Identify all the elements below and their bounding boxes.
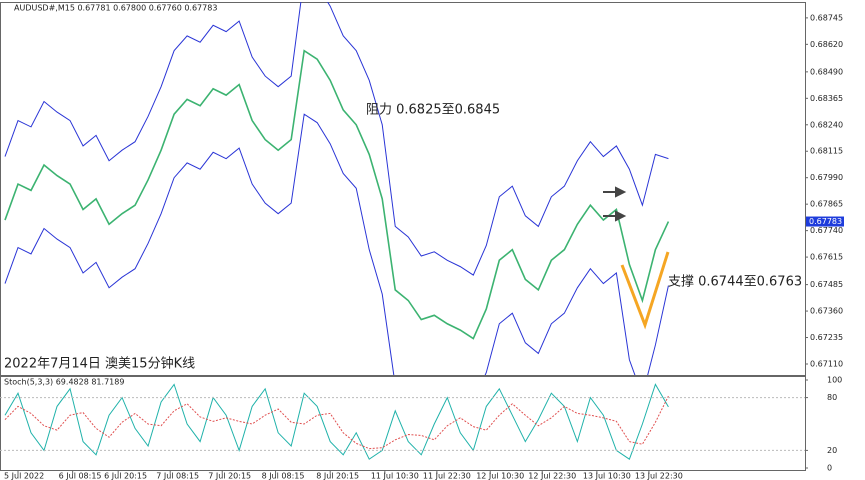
y-tick-label: 0.67235 [810,333,843,342]
annotation: 阻力 0.6825至0.6845 [366,103,500,118]
series-line [4,113,669,375]
orange-v [620,251,670,330]
last-price-tag [806,216,844,227]
x-tick-label: 7 Jul 08:15 [156,472,199,480]
annotation: 2022年7月14日 澳美15分钟K线 [4,356,195,372]
x-tick-label: 6 Jul 08:15 [59,472,102,480]
y-tick-label: 0.67485 [810,280,843,289]
x-tick-label: 13 Jul 22:30 [635,472,683,480]
x-tick-label: 7 Jul 20:15 [208,472,251,480]
y-tick-label: 0.67865 [810,200,843,209]
series-line [4,395,669,450]
chart-title: AUDUSD#,M15 0.67781 0.67800 0.67760 0.67… [14,4,217,13]
stoch-plot [4,383,669,460]
main-panel [0,2,806,376]
y-tick-label: 0.67615 [810,253,843,262]
main-plot [4,2,670,375]
y-tick-label: 0.68240 [810,120,843,129]
stoch-title: Stoch(5,3,3) 69.4828 81.7189 [4,378,124,387]
y-tick-label: 0.68115 [810,147,843,156]
x-tick-label: 8 Jul 20:15 [316,472,359,480]
y-tick-label: 0.67360 [810,307,843,316]
x-tick-label: 12 Jul 22:30 [528,472,576,480]
series-line [4,383,669,460]
y-tick-label: 0.67740 [810,226,843,235]
y-tick-label: 0.68620 [810,40,843,49]
x-tick-label: 5 Jul 2022 [4,472,44,480]
y-tick-label: 0.67990 [810,173,843,182]
last-price-label: 0.67783 [809,217,842,226]
x-tick-label: 8 Jul 08:15 [262,472,305,480]
y2-tick-label: 0 [827,464,832,473]
y-tick-label: 0.68365 [810,94,843,103]
y2-tick-label: 80 [827,393,837,402]
x-tick-label: 11 Jul 10:30 [371,472,419,480]
annotation: 支撑 0.6744至0.6763 [668,275,802,290]
y2-tick-label: 100 [827,376,842,385]
y-tick-label: 0.68490 [810,67,843,76]
y-tick-label: 0.68745 [810,13,843,22]
x-tick-label: 6 Jul 20:15 [104,472,147,480]
x-tick-label: 11 Jul 22:30 [423,472,471,480]
y-tick-label: 0.67110 [810,359,843,368]
x-tick-label: 13 Jul 10:30 [583,472,631,480]
sub-panel [0,376,806,471]
series-line [4,49,670,340]
arrows [603,186,627,222]
x-tick-label: 12 Jul 10:30 [476,472,524,480]
y2-tick-label: 20 [827,446,837,455]
series-line [4,2,669,276]
